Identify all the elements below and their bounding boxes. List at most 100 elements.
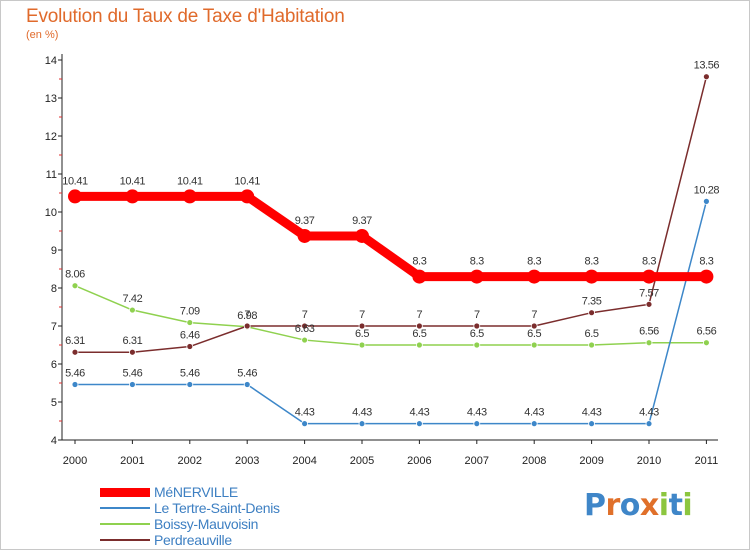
data-label: 10.28 xyxy=(694,184,720,196)
data-label: 6.5 xyxy=(355,328,369,340)
data-point xyxy=(469,269,484,284)
data-point xyxy=(588,309,595,317)
data-point xyxy=(645,339,653,347)
data-point xyxy=(358,341,366,349)
data-label: 6.31 xyxy=(122,335,142,347)
data-label: 5.46 xyxy=(237,368,257,380)
x-tick-label: 2000 xyxy=(63,455,87,467)
data-label: 7 xyxy=(302,309,308,321)
series-line xyxy=(74,200,708,425)
legend-label: Perdreauville xyxy=(154,532,232,548)
data-label: 6.63 xyxy=(295,323,315,335)
data-label: 5.46 xyxy=(122,368,142,380)
data-point xyxy=(645,420,653,428)
x-tick-label: 2001 xyxy=(120,455,144,467)
legend-label: MéNERVILLE xyxy=(154,484,238,500)
data-label: 7 xyxy=(417,309,423,321)
data-point xyxy=(412,269,427,284)
y-tick-label: 9 xyxy=(51,245,57,257)
legend-label: Boissy-Mauvoisin xyxy=(154,516,259,532)
data-point xyxy=(358,420,366,428)
data-point xyxy=(473,341,481,349)
y-tick-label: 14 xyxy=(45,55,57,67)
data-point xyxy=(358,322,366,330)
data-label: 8.3 xyxy=(699,256,713,268)
data-label: 10.41 xyxy=(120,175,146,187)
y-tick-label: 13 xyxy=(45,93,57,105)
data-label: 4.43 xyxy=(467,407,487,419)
data-point xyxy=(415,322,423,330)
data-label: 4.43 xyxy=(639,407,659,419)
data-label: 4.43 xyxy=(582,407,602,419)
data-label: 9.37 xyxy=(295,215,315,227)
data-label: 7.42 xyxy=(122,293,142,305)
data-label: 8.3 xyxy=(412,256,426,268)
data-point xyxy=(186,381,194,388)
legend-label: Le Tertre-Saint-Denis xyxy=(154,500,280,516)
data-label: 8.3 xyxy=(527,256,541,268)
y-tick-label: 6 xyxy=(51,359,57,371)
series-line xyxy=(74,284,708,346)
data-label: 5.46 xyxy=(65,368,85,380)
data-label: 6.56 xyxy=(639,326,659,338)
proxiti-logo: Proxiti xyxy=(584,488,693,523)
logo-letter: x xyxy=(639,488,659,523)
data-point xyxy=(68,189,82,204)
data-point xyxy=(355,228,369,243)
data-point xyxy=(473,322,481,330)
data-label: 8.06 xyxy=(65,269,85,281)
data-point xyxy=(186,343,194,350)
data-label: 6.5 xyxy=(412,328,426,340)
logo-letter: o xyxy=(619,488,641,523)
legend-swatch xyxy=(100,539,150,541)
data-label: 7 xyxy=(244,309,250,321)
data-point xyxy=(530,322,538,330)
legend-swatch xyxy=(100,487,150,497)
data-label: 10.41 xyxy=(62,175,88,187)
data-label: 9.37 xyxy=(352,215,372,227)
series-2 xyxy=(71,282,710,349)
data-label: 4.43 xyxy=(409,407,429,419)
y-tick-label: 7 xyxy=(51,321,57,333)
data-point xyxy=(588,420,595,428)
data-label: 7.35 xyxy=(582,296,602,308)
data-point xyxy=(527,269,542,284)
data-point xyxy=(584,269,599,284)
chart-subtitle: (en %) xyxy=(26,29,59,41)
data-point xyxy=(473,420,481,428)
data-point xyxy=(415,420,423,428)
data-label: 6.98 xyxy=(237,310,257,322)
data-label: 6.5 xyxy=(585,328,599,340)
data-label: 8.3 xyxy=(642,256,656,268)
logo-letter: r xyxy=(605,488,621,523)
y-tick-label: 11 xyxy=(46,169,57,181)
x-tick-label: 2010 xyxy=(637,455,661,467)
data-point xyxy=(182,189,197,204)
data-label: 7 xyxy=(531,309,537,321)
y-tick-label: 12 xyxy=(45,131,57,143)
x-tick-label: 2009 xyxy=(579,455,603,467)
data-label: 6.5 xyxy=(470,328,484,340)
data-point xyxy=(240,189,255,204)
logo-letter: i xyxy=(682,488,693,523)
data-label: 7.57 xyxy=(639,287,659,299)
data-point xyxy=(128,306,136,314)
data-label: 4.43 xyxy=(295,407,315,419)
data-label: 8.3 xyxy=(585,256,599,268)
legend-swatch xyxy=(100,523,150,525)
data-point xyxy=(703,197,710,205)
logo-letter: P xyxy=(584,488,606,523)
data-labels-layer: 10.41 10.41 10.41 10.41 9.37 9.37 8.3 8.3 8.3 8.3… xyxy=(62,60,720,419)
data-point xyxy=(301,322,309,330)
data-point xyxy=(530,420,538,428)
series-3 xyxy=(71,73,710,356)
y-tick-label: 5 xyxy=(51,397,57,409)
data-point xyxy=(128,348,136,356)
data-point xyxy=(71,282,79,290)
x-tick-label: 2002 xyxy=(178,455,202,467)
legend-swatch xyxy=(100,507,150,509)
x-tick-label: 2011 xyxy=(695,455,719,467)
chart-title: Evolution du Taux de Taxe d'Habitation xyxy=(26,6,345,27)
x-tick-label: 2005 xyxy=(350,455,374,467)
data-point xyxy=(71,348,79,356)
